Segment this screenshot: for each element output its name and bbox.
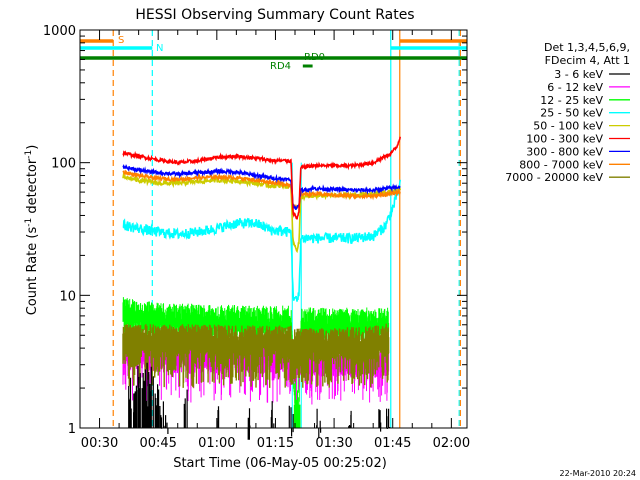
legend-entry-label: 800 - 7000 keV <box>519 158 603 171</box>
series-7000-20000-kev <box>122 323 390 388</box>
legend-entry-label: 3 - 6 keV <box>554 68 603 81</box>
legend-entry-label: 300 - 800 keV <box>526 145 603 158</box>
series-25-50-kev <box>122 179 401 302</box>
legend-entry-label: 12 - 25 keV <box>540 94 603 107</box>
status-bar-label-s: S <box>118 35 124 46</box>
y-tick-label: 100 <box>51 157 76 172</box>
series-100-300-kev <box>122 136 401 220</box>
x-tick-label: 01:45 <box>374 436 411 451</box>
y-tick-label: 10 <box>59 289 76 304</box>
data-series <box>122 136 401 440</box>
status-bar-label-rd0: RD0 <box>304 52 325 63</box>
footer-timestamp: 22-Mar-2010 20:24 <box>560 469 637 478</box>
legend-entry-label: 50 - 100 keV <box>533 120 603 133</box>
legend-header-line-2: FDecim 4, Att 1 <box>545 54 630 67</box>
x-axis-label: Start Time (06-May-05 00:25:02) <box>173 456 387 471</box>
x-tick-label: 01:30 <box>315 436 352 451</box>
y-tick-label: 1 <box>68 422 76 437</box>
legend-entry-label: 6 - 12 keV <box>547 81 603 94</box>
chart-title: HESSI Observing Summary Count Rates <box>135 7 414 23</box>
series-300-800-kev <box>122 163 401 210</box>
legend-entry-label: 100 - 300 keV <box>526 133 603 146</box>
y-axis-label: Count Rate (s-1 detector-1) <box>24 145 40 316</box>
legend-entry-label: 25 - 50 keV <box>540 107 603 120</box>
series-3-6-kev <box>128 362 391 440</box>
legend-entry-label: 7000 - 20000 keV <box>505 171 603 184</box>
series-800-7000-kev <box>122 169 401 211</box>
x-tick-label: 01:15 <box>257 436 294 451</box>
legend: Det 1,3,4,5,6,9, FDecim 4, Att 1 3 - 6 k… <box>505 41 630 184</box>
x-tick-label: 01:00 <box>198 436 235 451</box>
axes: 1 10 100 1000 00:30 00:45 01:00 01:15 01:30 01:45… <box>43 24 470 451</box>
plot-frame <box>79 29 468 429</box>
status-bar-label-n: N <box>156 43 163 54</box>
x-tick-label: 00:45 <box>139 436 176 451</box>
y-tick-label: 1000 <box>43 24 76 39</box>
series-50-100-kev <box>122 171 401 254</box>
status-bar-label-rd4: RD4 <box>270 61 291 72</box>
x-tick-label: 00:30 <box>81 436 118 451</box>
series-12-25-kev-drop <box>293 404 301 428</box>
x-tick-label: 02:00 <box>433 436 470 451</box>
legend-header-line-1: Det 1,3,4,5,6,9, <box>544 41 630 54</box>
